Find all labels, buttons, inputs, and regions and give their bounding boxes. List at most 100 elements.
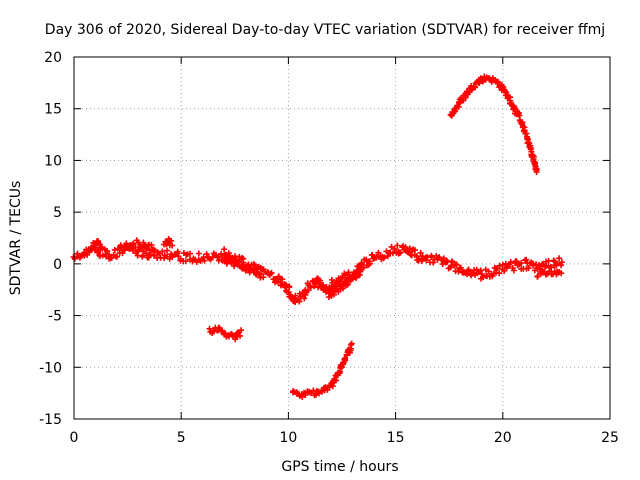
data-point (381, 254, 388, 261)
data-point (513, 258, 520, 265)
data-point (477, 267, 484, 274)
data-point (394, 242, 401, 249)
data-point (117, 242, 124, 249)
axis-ticks (73, 56, 611, 420)
data-point (296, 298, 303, 305)
data-point (302, 392, 309, 399)
data-point (219, 327, 226, 334)
series-spike-early (85, 238, 105, 254)
data-point (140, 239, 147, 246)
x-tick-label: 15 (387, 430, 405, 446)
data-point (279, 276, 286, 283)
data-point (169, 242, 176, 249)
data-point (247, 266, 254, 273)
series-island-minus7 (206, 324, 245, 343)
y-tick-label: 0 (53, 257, 62, 273)
data-point (532, 163, 539, 170)
x-tick-label: 25 (601, 430, 619, 446)
data-point (430, 259, 437, 266)
data-point (268, 269, 275, 276)
y-axis-label: SDTVAR / TECUs (8, 181, 24, 296)
data-point (121, 247, 128, 254)
plot-frame (73, 56, 611, 420)
data-point (518, 259, 525, 266)
y-tick-label: -5 (48, 309, 62, 325)
grid-lines (74, 57, 610, 419)
data-point (522, 130, 529, 137)
data-point (402, 244, 409, 251)
data-point (139, 253, 146, 260)
data-point (534, 265, 541, 272)
y-tick-label: 20 (44, 50, 62, 66)
data-point (130, 240, 137, 247)
data-point (523, 256, 530, 263)
data-point (546, 268, 553, 275)
data-point (542, 263, 549, 270)
series-arc-18 (447, 73, 540, 175)
data-point (533, 167, 540, 174)
data-points (70, 73, 565, 400)
data-point (373, 253, 380, 260)
data-point (423, 257, 430, 264)
data-point (511, 105, 518, 112)
data-point (307, 284, 314, 291)
data-point (397, 249, 404, 256)
series-lower-branch (325, 266, 364, 301)
data-point (551, 258, 558, 265)
x-tick-label: 5 (177, 430, 186, 446)
data-point (357, 266, 364, 273)
y-tick-label: -15 (39, 412, 62, 428)
data-point (494, 79, 501, 86)
y-tick-label: 15 (44, 102, 62, 118)
data-point (164, 247, 171, 254)
x-tick-labels: 0 5 10 15 20 25 (70, 430, 619, 446)
data-point (501, 267, 508, 274)
data-point (182, 258, 189, 265)
series-tail-end (534, 268, 565, 280)
data-point (347, 341, 354, 348)
data-point (297, 293, 304, 300)
data-point (375, 249, 382, 256)
data-point (406, 245, 413, 252)
data-point (221, 246, 228, 253)
data-point (556, 255, 563, 262)
data-point (554, 260, 561, 267)
y-tick-label: 5 (53, 205, 62, 221)
data-point (507, 259, 514, 266)
x-tick-label: 10 (279, 430, 297, 446)
y-tick-label: -10 (39, 360, 62, 376)
data-point (234, 261, 241, 268)
data-point (88, 247, 95, 254)
x-tick-label: 0 (70, 430, 79, 446)
data-point (558, 270, 565, 277)
data-point (240, 255, 247, 262)
y-tick-label: 10 (44, 153, 62, 169)
data-point (525, 139, 532, 146)
data-point (499, 261, 506, 268)
data-point (299, 393, 306, 400)
data-point (534, 273, 541, 280)
data-point (530, 262, 537, 269)
series-blob-7h (221, 246, 264, 281)
data-point (345, 269, 352, 276)
data-point (358, 260, 365, 267)
data-point (510, 267, 517, 274)
data-point (267, 270, 274, 277)
data-point (369, 251, 376, 258)
data-point (104, 247, 111, 254)
data-point (225, 250, 232, 257)
data-point (496, 270, 503, 277)
data-point (317, 277, 324, 284)
data-point (348, 276, 355, 283)
y-tick-labels: -15 -10 -5 0 5 10 15 20 (39, 50, 62, 428)
data-point (530, 156, 537, 163)
series-rise-minus12 (290, 340, 355, 400)
data-point (457, 264, 464, 271)
data-point (237, 332, 244, 339)
data-point (143, 245, 150, 252)
data-point (283, 281, 290, 288)
data-point (391, 245, 398, 252)
data-point (547, 264, 554, 271)
